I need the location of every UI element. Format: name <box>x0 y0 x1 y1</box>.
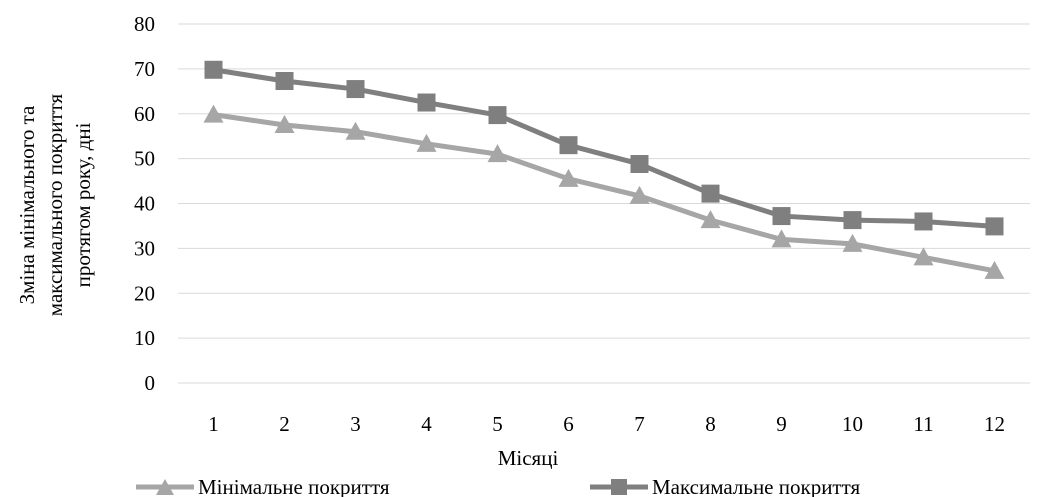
y-tick-label: 10 <box>134 326 155 350</box>
data-point-triangle <box>700 210 721 229</box>
data-point-square <box>417 93 436 112</box>
y-axis-title-line-3: протягом року, дні <box>71 122 95 287</box>
x-tick-label: 7 <box>634 412 645 436</box>
data-point-triangle <box>558 168 579 187</box>
x-tick-label: 2 <box>279 412 290 436</box>
y-tick-label: 80 <box>134 12 155 36</box>
legend: Мінімальне покриття Максимальне покриття <box>136 475 861 497</box>
x-tick-label: 5 <box>492 412 503 436</box>
data-point-square <box>346 80 365 99</box>
series-min <box>203 104 1005 279</box>
data-point-triangle <box>487 144 508 163</box>
data-point-square <box>275 71 294 90</box>
data-point-triangle <box>345 121 366 140</box>
legend-triangle-marker-min <box>156 479 174 495</box>
y-axis-title-line-2: максимального покриття <box>43 93 67 316</box>
y-tick-label: 20 <box>134 281 155 305</box>
series-max <box>204 60 1004 236</box>
legend-label-max: Максимальне покриття <box>652 475 861 497</box>
x-tick-label: 12 <box>984 412 1005 436</box>
data-point-square <box>772 207 791 226</box>
data-point-square <box>488 106 507 125</box>
x-axis-title: Місяці <box>498 446 559 470</box>
x-tick-label: 10 <box>842 412 863 436</box>
x-tick-label: 6 <box>563 412 574 436</box>
data-point-square <box>559 136 578 155</box>
x-tick-label: 3 <box>350 412 361 436</box>
x-tick-label: 8 <box>705 412 716 436</box>
data-point-square <box>701 184 720 203</box>
legend-item-max: Максимальне покриття <box>590 475 861 497</box>
data-point-triangle <box>629 185 650 204</box>
series-lines <box>203 60 1005 279</box>
y-tick-label: 60 <box>134 102 155 126</box>
series-line-0 <box>213 112 995 274</box>
data-point-square <box>843 211 862 230</box>
x-tick-label: 9 <box>776 412 787 436</box>
legend-label-min: Мінімальне покриття <box>198 475 390 497</box>
legend-square-marker-max <box>611 479 627 495</box>
x-tick-label: 1 <box>208 412 219 436</box>
y-axis-tick-labels: 0 10 20 30 40 50 60 70 80 <box>134 12 155 395</box>
data-point-triangle <box>416 133 437 152</box>
data-point-square <box>985 217 1004 236</box>
y-tick-label: 50 <box>134 147 155 171</box>
y-tick-label: 70 <box>134 57 155 81</box>
y-tick-label: 40 <box>134 192 155 216</box>
y-axis-title: Зміна мінімального та максимального покр… <box>15 93 95 316</box>
data-point-triangle <box>771 229 792 248</box>
data-point-triangle <box>274 114 295 133</box>
x-axis-tick-labels: 1 2 3 4 5 6 7 8 9 10 11 12 <box>208 412 1005 436</box>
legend-item-min: Мінімальне покриття <box>136 475 390 497</box>
data-point-triangle <box>984 260 1005 279</box>
y-tick-label: 30 <box>134 236 155 260</box>
data-point-square <box>914 212 933 231</box>
series-line-1 <box>213 67 995 229</box>
data-point-square <box>630 155 649 174</box>
data-point-square <box>204 60 223 79</box>
y-tick-label: 0 <box>145 371 156 395</box>
data-point-triangle <box>842 233 863 252</box>
data-point-triangle <box>203 104 224 123</box>
gridlines <box>178 23 1030 384</box>
x-tick-label: 11 <box>913 412 933 436</box>
y-axis-title-line-1: Зміна мінімального та <box>15 105 39 304</box>
data-point-triangle <box>913 247 934 266</box>
x-tick-label: 4 <box>421 412 432 436</box>
